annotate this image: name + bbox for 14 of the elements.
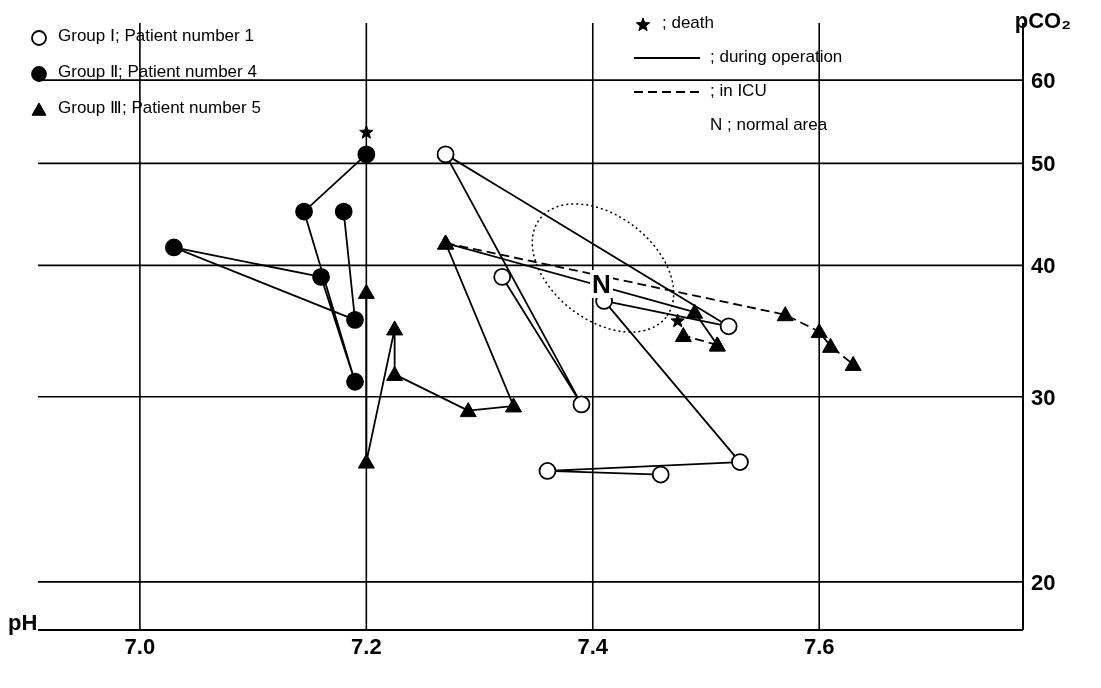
y-tick-label: 20: [1031, 569, 1056, 595]
y-axis-title: pCO₂: [1014, 8, 1071, 34]
legend-label: ; death: [661, 12, 715, 34]
x-tick-label: 7.6: [803, 633, 835, 659]
y-tick-label: 50: [1031, 151, 1056, 177]
x-tick-label: 7.4: [577, 633, 609, 659]
y-tick-label: 60: [1031, 67, 1056, 93]
x-axis-title: pH: [8, 610, 38, 636]
y-tick-label: 30: [1031, 384, 1056, 410]
annotation: N: [590, 269, 613, 299]
x-tick-label: 7.0: [124, 633, 156, 659]
legend-label: ; in ICU: [709, 80, 768, 102]
x-tick-label: 7.2: [351, 633, 382, 659]
y-tick-label: 40: [1031, 253, 1056, 279]
